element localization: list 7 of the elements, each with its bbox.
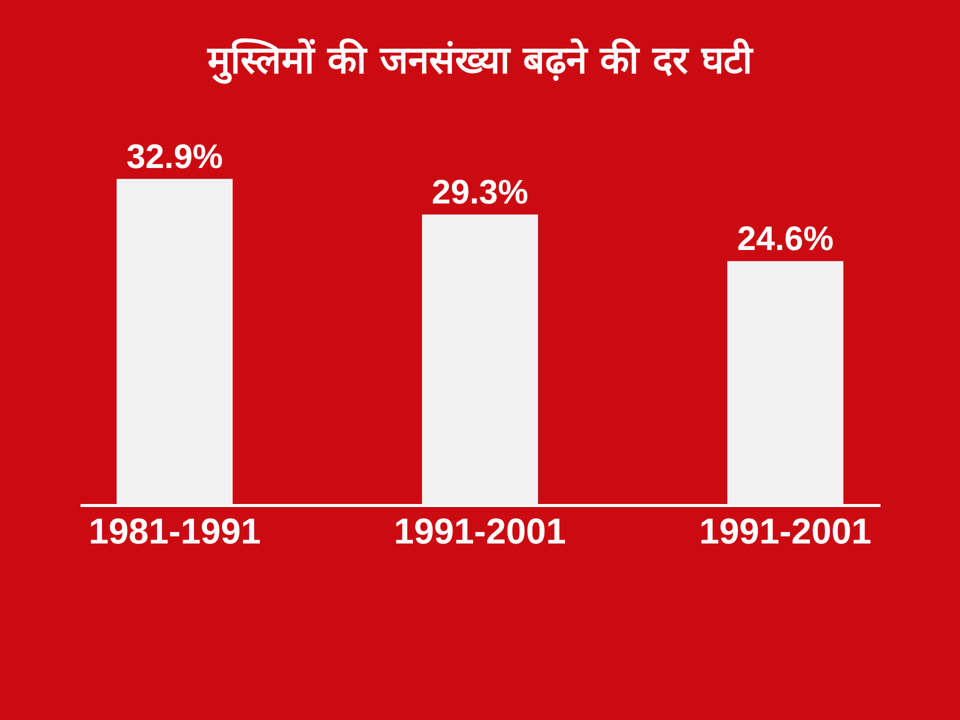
x-tick-label: 1991-2001 [699,510,872,552]
data-label: 32.9% [126,138,223,176]
x-tick-label: 1991-2001 [394,510,566,552]
x-tick-label: 1981-1991 [88,510,261,552]
data-label: 24.6% [737,220,834,258]
data-label: 29.3% [432,174,528,212]
chart-title: मुस्लिमों की जनसंख्या बढ़ने की दर घटी [206,38,754,84]
